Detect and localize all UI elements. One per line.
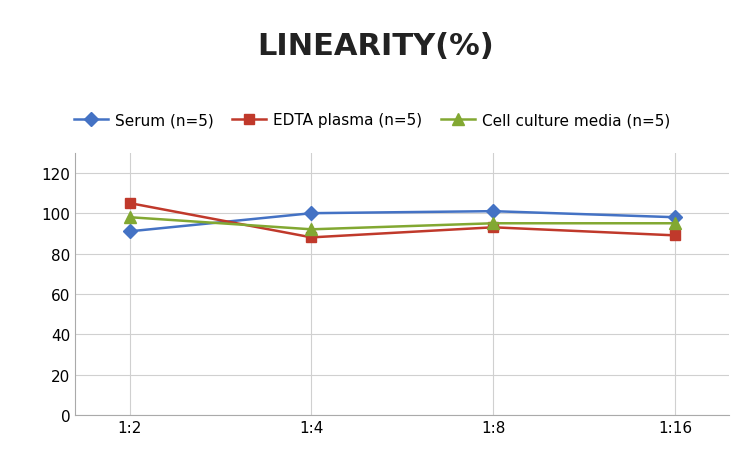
Line: Serum (n=5): Serum (n=5) bbox=[125, 207, 680, 237]
Line: EDTA plasma (n=5): EDTA plasma (n=5) bbox=[125, 199, 680, 243]
Serum (n=5) bbox=[307, 211, 316, 216]
Line: Cell culture media (n=5): Cell culture media (n=5) bbox=[124, 212, 681, 235]
EDTA plasma (n=5) bbox=[671, 233, 680, 239]
Serum (n=5) bbox=[125, 229, 134, 235]
Cell culture media (n=5) bbox=[489, 221, 498, 226]
Cell culture media (n=5) bbox=[125, 215, 134, 221]
Text: LINEARITY(%): LINEARITY(%) bbox=[258, 32, 494, 60]
EDTA plasma (n=5) bbox=[125, 201, 134, 207]
EDTA plasma (n=5) bbox=[307, 235, 316, 240]
Serum (n=5) bbox=[671, 215, 680, 221]
Cell culture media (n=5) bbox=[671, 221, 680, 226]
Cell culture media (n=5) bbox=[307, 227, 316, 233]
EDTA plasma (n=5) bbox=[489, 225, 498, 230]
Legend: Serum (n=5), EDTA plasma (n=5), Cell culture media (n=5): Serum (n=5), EDTA plasma (n=5), Cell cul… bbox=[68, 107, 677, 134]
Serum (n=5) bbox=[489, 209, 498, 214]
